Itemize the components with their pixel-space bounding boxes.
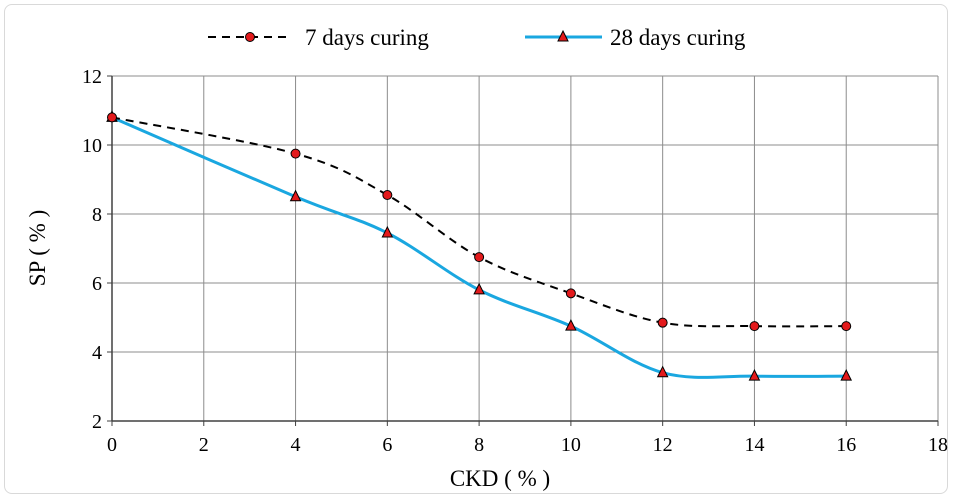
y-tick-label: 6: [92, 273, 102, 295]
x-tick-label: 14: [744, 434, 764, 456]
series-line-28-days: [111, 116, 847, 379]
data-point-28-days: [656, 365, 669, 378]
data-point-7-days: [841, 321, 852, 332]
legend-item-7-days: 7 days curing: [208, 25, 429, 50]
data-point-7-days: [290, 148, 301, 159]
legend-item-28-days: 28 days curing: [525, 25, 746, 50]
data-point-7-days: [565, 288, 576, 299]
axes: [107, 75, 939, 426]
x-tick-label: 2: [199, 434, 209, 456]
data-point-7-days: [107, 112, 117, 123]
grid: [111, 75, 939, 422]
data-point-28-days: [381, 225, 394, 238]
legend-label-28-days: 28 days curing: [610, 25, 746, 50]
data-point-28-days: [565, 319, 577, 331]
data-point-7-days: [749, 321, 760, 332]
x-tick-label: 0: [107, 434, 117, 456]
legend-marker-28-days: [557, 29, 569, 42]
y-tick-label: 12: [82, 66, 102, 88]
data-point-28-days: [840, 369, 853, 381]
y-tick-labels: 2 4 6 8 10 12: [82, 66, 102, 433]
legend-label-7-days: 7 days curing: [305, 25, 429, 50]
data-point-7-days: [657, 317, 668, 328]
series-markers: [106, 110, 853, 381]
data-point-7-days: [474, 252, 485, 263]
y-tick-label: 2: [92, 411, 102, 433]
legend: 7 days curing 28 days curing: [208, 25, 746, 50]
x-tick-label: 16: [836, 434, 856, 456]
x-tick-label: 8: [474, 434, 484, 456]
data-point-28-days: [473, 282, 485, 295]
x-tick-label: 4: [291, 434, 301, 456]
x-tick-label: 6: [382, 434, 392, 456]
legend-marker-7-days: [245, 32, 255, 42]
data-point-28-days: [748, 369, 761, 381]
x-tick-label: 12: [653, 434, 673, 456]
y-axis-title: SP ( % ): [25, 210, 50, 286]
chart-frame: [4, 4, 948, 494]
x-tick-labels: 0 2 4 6 8 10 12 14 16 18: [107, 434, 948, 456]
x-tick-label: 10: [561, 434, 581, 456]
y-tick-label: 8: [92, 204, 102, 226]
x-axis-title: CKD ( % ): [450, 466, 550, 491]
x-tick-label: 18: [928, 434, 948, 456]
data-point-7-days: [382, 190, 393, 201]
y-tick-label: 10: [82, 135, 102, 157]
data-point-28-days: [289, 189, 302, 202]
y-tick-label: 4: [92, 342, 102, 364]
